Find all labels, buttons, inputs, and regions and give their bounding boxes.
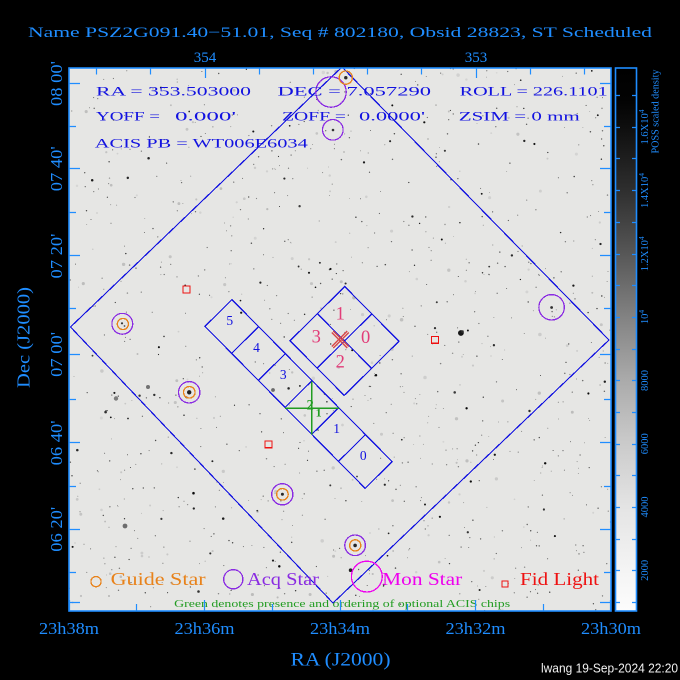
- svg-text:354: 354: [194, 50, 217, 66]
- svg-text:DEC = 7.057290: DEC = 7.057290: [278, 84, 432, 99]
- svg-text:1: 1: [336, 304, 345, 324]
- svg-text:07 00': 07 00': [47, 332, 66, 377]
- svg-text:ROLL = 226.1101: ROLL = 226.1101: [460, 84, 608, 99]
- svg-text:1: 1: [316, 405, 322, 419]
- svg-text:23h38m: 23h38m: [39, 619, 99, 638]
- svg-text:23h30m: 23h30m: [581, 619, 641, 638]
- svg-text:4: 4: [253, 340, 260, 355]
- svg-text:07 20': 07 20': [47, 234, 66, 279]
- svg-text:5: 5: [226, 313, 233, 328]
- svg-text:YOFF =: YOFF =: [96, 109, 160, 124]
- svg-text:2: 2: [336, 352, 345, 372]
- svg-text:6000: 6000: [640, 433, 651, 454]
- svg-text:2: 2: [306, 398, 313, 414]
- svg-text:Name PSZ2G091.40−51.01, Seq #: Name PSZ2G091.40−51.01, Seq # 802180, Ob…: [28, 25, 653, 41]
- svg-text:0: 0: [360, 448, 367, 463]
- svg-text:1: 1: [333, 421, 340, 436]
- svg-text:4000: 4000: [640, 497, 651, 518]
- svg-text:RA (J2000): RA (J2000): [291, 650, 391, 670]
- svg-text:1.4X104: 1.4X104: [637, 173, 651, 208]
- svg-text:Dec (J2000): Dec (J2000): [14, 287, 35, 388]
- svg-text:ZSIM = 0 mm: ZSIM = 0 mm: [459, 109, 580, 124]
- svg-text:23h34m: 23h34m: [310, 619, 370, 638]
- svg-text:Acq Star: Acq Star: [247, 569, 319, 589]
- svg-text:2000: 2000: [640, 560, 651, 581]
- svg-text:0.0000': 0.0000': [359, 109, 425, 124]
- svg-text:353: 353: [465, 50, 488, 66]
- svg-text:3: 3: [312, 328, 321, 348]
- svg-text:1.6X104: 1.6X104: [637, 109, 651, 144]
- svg-text:23h32m: 23h32m: [446, 619, 506, 638]
- svg-text:07 40': 07 40': [47, 146, 66, 191]
- svg-text:0: 0: [361, 328, 370, 348]
- svg-text:3: 3: [280, 367, 287, 382]
- svg-text:Guide Star: Guide Star: [111, 569, 206, 589]
- svg-text:Fid Light: Fid Light: [520, 569, 599, 589]
- svg-text:0.000': 0.000': [175, 109, 236, 124]
- svg-text:8000: 8000: [640, 370, 651, 391]
- svg-text:POSS scaled density: POSS scaled density: [651, 69, 662, 154]
- svg-text:lwang 19-Sep-2024 22:20: lwang 19-Sep-2024 22:20: [541, 661, 678, 676]
- svg-text:Green denotes presence and ord: Green denotes presence and ordering of o…: [174, 598, 510, 610]
- svg-text:1.2X104: 1.2X104: [637, 236, 651, 271]
- svg-text:06 20': 06 20': [47, 507, 66, 552]
- svg-text:ACIS PB = WT006E6034: ACIS PB = WT006E6034: [95, 136, 309, 151]
- svg-text:RA = 353.503000: RA = 353.503000: [96, 84, 251, 99]
- svg-text:06 40': 06 40': [47, 420, 66, 465]
- svg-text:Mon Star: Mon Star: [382, 569, 462, 589]
- svg-text:ZOFF =: ZOFF =: [282, 109, 346, 124]
- svg-text:23h36m: 23h36m: [175, 619, 235, 638]
- svg-text:08 00': 08 00': [47, 61, 66, 106]
